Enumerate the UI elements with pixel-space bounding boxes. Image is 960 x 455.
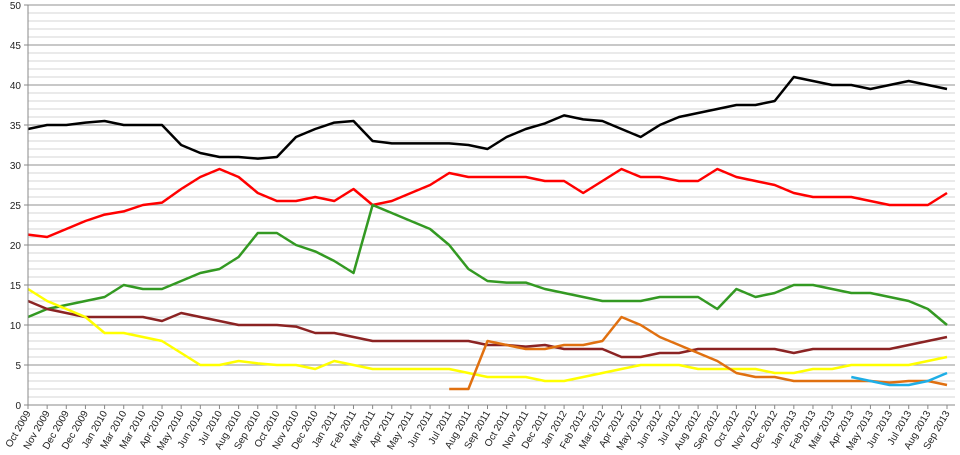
y-tick-label: 25 — [10, 201, 22, 212]
series-line-3 — [27, 299, 948, 359]
y-tick-label: 40 — [10, 81, 22, 92]
y-tick-label: 15 — [10, 281, 22, 292]
series-lines — [27, 75, 948, 391]
series-line-2 — [27, 203, 948, 326]
y-tick-label: 35 — [10, 121, 22, 132]
y-axis-ticks: 0 5 10 15 20 25 30 35 40 45 50 — [10, 1, 28, 412]
gridlines — [28, 4, 955, 398]
series-line-4 — [27, 287, 948, 383]
series-line-1 — [27, 167, 948, 239]
y-tick-label: 30 — [10, 161, 22, 172]
series-line-6 — [851, 371, 948, 387]
y-tick-label: 50 — [10, 1, 22, 12]
y-tick-label: 5 — [15, 361, 21, 372]
y-tick-label: 20 — [10, 241, 22, 252]
y-tick-label: 45 — [10, 41, 22, 52]
series-line-0 — [27, 75, 948, 160]
y-tick-label: 0 — [15, 401, 21, 412]
series-line-5 — [449, 315, 948, 391]
y-tick-label: 10 — [10, 321, 22, 332]
